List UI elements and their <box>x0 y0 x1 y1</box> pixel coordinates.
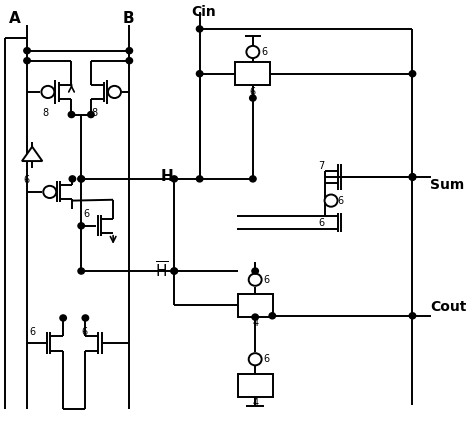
Circle shape <box>78 268 84 274</box>
Bar <box>235 61 271 85</box>
Bar <box>237 374 273 397</box>
Circle shape <box>69 176 76 182</box>
Circle shape <box>409 313 416 319</box>
Circle shape <box>196 71 203 77</box>
Circle shape <box>249 274 262 286</box>
Circle shape <box>24 58 30 64</box>
Text: B: B <box>122 10 134 26</box>
Text: Cin: Cin <box>191 5 216 19</box>
Circle shape <box>126 48 133 54</box>
Circle shape <box>250 176 256 182</box>
Circle shape <box>409 174 416 180</box>
Circle shape <box>78 176 84 182</box>
Text: Sum: Sum <box>430 178 465 192</box>
Bar <box>237 293 273 317</box>
Circle shape <box>246 46 259 58</box>
Text: 8: 8 <box>91 108 98 118</box>
Text: 6: 6 <box>30 327 36 337</box>
Circle shape <box>409 174 416 180</box>
Circle shape <box>196 26 203 32</box>
Circle shape <box>171 268 177 274</box>
Text: 6: 6 <box>264 275 270 285</box>
Circle shape <box>196 176 203 182</box>
Circle shape <box>171 176 177 182</box>
Text: 4: 4 <box>252 398 258 408</box>
Circle shape <box>409 71 416 77</box>
Text: 6: 6 <box>337 196 344 206</box>
Circle shape <box>24 48 30 54</box>
Circle shape <box>78 176 84 182</box>
Text: 7: 7 <box>319 161 325 171</box>
Circle shape <box>249 353 262 365</box>
Text: 4: 4 <box>252 318 258 328</box>
Circle shape <box>269 313 275 319</box>
Circle shape <box>68 112 75 118</box>
Text: 8: 8 <box>42 108 48 118</box>
Circle shape <box>41 86 55 98</box>
Circle shape <box>78 223 84 229</box>
Text: Cout: Cout <box>430 300 466 314</box>
Circle shape <box>252 314 258 320</box>
Text: 6: 6 <box>264 354 270 364</box>
Circle shape <box>60 315 66 321</box>
Text: $\overline{\rm H}$: $\overline{\rm H}$ <box>155 261 168 281</box>
Text: H: H <box>160 169 173 184</box>
Circle shape <box>126 58 133 64</box>
Circle shape <box>82 315 89 321</box>
Circle shape <box>88 112 94 118</box>
Text: 6: 6 <box>82 327 88 337</box>
Polygon shape <box>22 147 42 161</box>
Circle shape <box>171 268 177 274</box>
Text: 6: 6 <box>24 175 30 185</box>
Circle shape <box>409 174 416 180</box>
Text: 6: 6 <box>261 47 267 57</box>
Circle shape <box>325 194 337 207</box>
Text: A: A <box>9 10 21 26</box>
Circle shape <box>108 86 121 98</box>
Text: 6: 6 <box>250 86 256 96</box>
Circle shape <box>252 268 258 274</box>
Circle shape <box>250 95 256 101</box>
Circle shape <box>43 186 56 198</box>
Text: 6: 6 <box>319 218 325 228</box>
Text: 6: 6 <box>83 209 89 218</box>
